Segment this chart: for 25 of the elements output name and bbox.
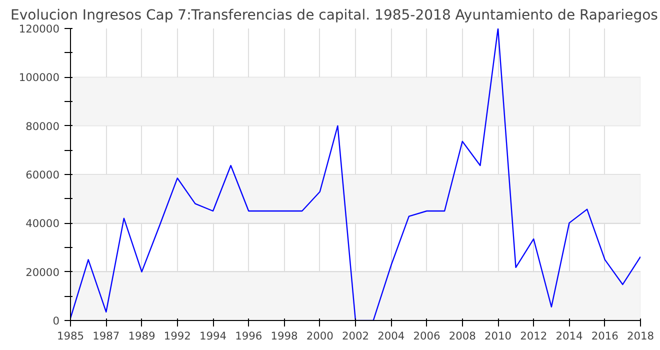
- y-tick-label: 60000: [26, 168, 60, 182]
- x-tick-label: 2008: [448, 330, 476, 342]
- x-tick-label: 2006: [413, 330, 441, 342]
- x-tick-label: 1987: [92, 330, 120, 342]
- x-tick-label: 1998: [270, 330, 298, 342]
- x-tick-label: 2002: [342, 330, 370, 342]
- x-tick-label: 1992: [164, 330, 191, 342]
- x-tick-label: 1989: [128, 330, 156, 342]
- y-tick-label: 120000: [18, 22, 60, 36]
- x-tick-label: 2014: [556, 330, 584, 342]
- x-tick-label: 2010: [484, 330, 512, 342]
- x-tick-label: 2004: [378, 330, 405, 342]
- x-tick-label: 2000: [306, 330, 334, 342]
- chart-title: Evolucion Ingresos Cap 7:Transferencias de capital. 1985-2018 Ayuntamiento de Rapariegos: [10, 8, 658, 24]
- y-tick-label: 80000: [26, 120, 60, 133]
- y-tick-label: 0: [52, 314, 60, 328]
- x-tick-label: 1996: [235, 330, 262, 342]
- x-tick-label: 2018: [626, 330, 654, 342]
- y-tick-label: 100000: [18, 71, 60, 84]
- x-tick-label: 1985: [56, 330, 84, 342]
- x-tick-label: 1994: [199, 330, 227, 342]
- y-tick-label: 20000: [26, 266, 60, 279]
- y-tick-label: 40000: [26, 217, 60, 230]
- x-tick-label: 2012: [520, 330, 548, 342]
- x-tick-label: 2016: [591, 330, 619, 342]
